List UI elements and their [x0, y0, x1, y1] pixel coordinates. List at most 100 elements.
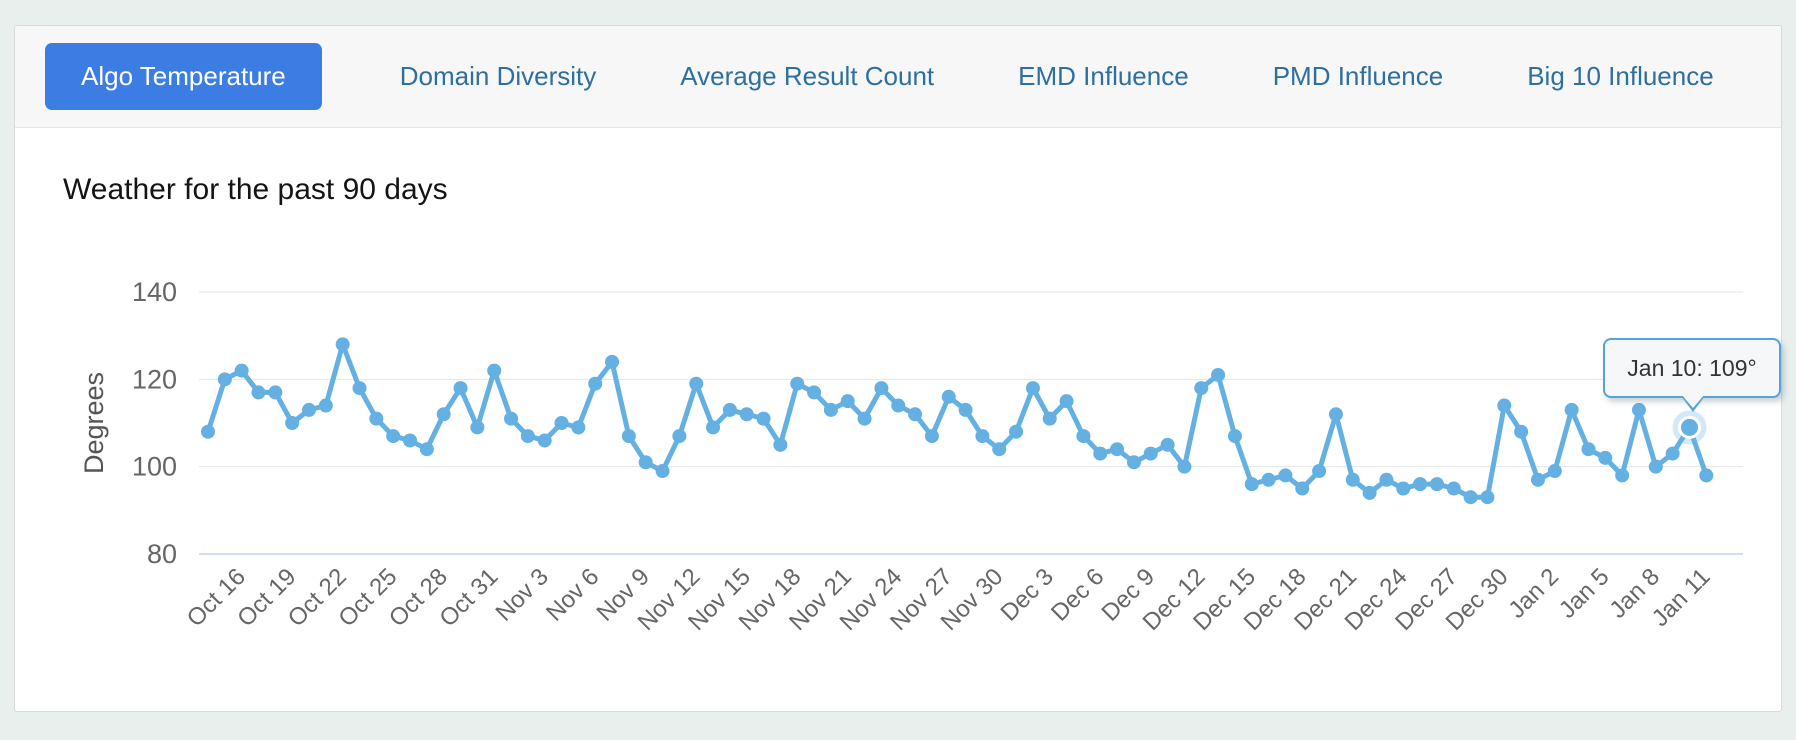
data-point[interactable]: [520, 429, 535, 444]
data-point[interactable]: [1665, 446, 1680, 461]
data-point[interactable]: [588, 376, 603, 391]
data-point[interactable]: [689, 376, 704, 391]
tab-domain-diversity[interactable]: Domain Diversity: [394, 61, 603, 92]
data-point[interactable]: [1042, 411, 1057, 426]
data-point[interactable]: [1025, 381, 1040, 396]
data-point[interactable]: [1547, 464, 1562, 479]
data-point[interactable]: [908, 407, 923, 422]
tab-emd-influence[interactable]: EMD Influence: [1012, 61, 1195, 92]
y-tick-label: 120: [132, 364, 177, 394]
data-point[interactable]: [1530, 472, 1545, 487]
data-point[interactable]: [1345, 472, 1360, 487]
data-point[interactable]: [1497, 398, 1512, 413]
tab-algo-temperature[interactable]: Algo Temperature: [45, 43, 322, 110]
data-point[interactable]: [1581, 442, 1596, 457]
data-point[interactable]: [335, 337, 350, 352]
data-point[interactable]: [285, 415, 300, 430]
tab-average-result-count[interactable]: Average Result Count: [674, 61, 940, 92]
data-point[interactable]: [638, 455, 653, 470]
data-point[interactable]: [1514, 424, 1529, 439]
data-point[interactable]: [840, 394, 855, 409]
data-point[interactable]: [605, 354, 620, 369]
data-point[interactable]: [1295, 481, 1310, 496]
data-point[interactable]: [1227, 429, 1242, 444]
data-point[interactable]: [1093, 446, 1108, 461]
data-point[interactable]: [706, 420, 721, 435]
data-point[interactable]: [857, 411, 872, 426]
data-point[interactable]: [436, 407, 451, 422]
x-tick-label: Jan 5: [1554, 563, 1615, 624]
data-point[interactable]: [470, 420, 485, 435]
data-point[interactable]: [773, 437, 788, 452]
data-point[interactable]: [1177, 459, 1192, 474]
x-tick-label: Dec 3: [996, 563, 1059, 626]
data-point[interactable]: [504, 411, 519, 426]
data-point[interactable]: [739, 407, 754, 422]
data-point[interactable]: [874, 381, 889, 396]
data-point[interactable]: [1362, 485, 1377, 500]
data-point[interactable]: [1463, 490, 1478, 505]
data-point[interactable]: [1598, 450, 1613, 465]
data-point[interactable]: [992, 442, 1007, 457]
data-point[interactable]: [318, 398, 333, 413]
data-point[interactable]: [1480, 490, 1495, 505]
data-point[interactable]: [1160, 437, 1175, 452]
data-point[interactable]: [1396, 481, 1411, 496]
tab-big-10-influence[interactable]: Big 10 Influence: [1521, 61, 1719, 92]
data-point[interactable]: [1615, 468, 1630, 483]
data-point[interactable]: [487, 363, 502, 378]
data-point[interactable]: [1379, 472, 1394, 487]
data-point[interactable]: [941, 389, 956, 404]
data-point[interactable]: [891, 398, 906, 413]
data-point[interactable]: [1143, 446, 1158, 461]
data-point[interactable]: [790, 376, 805, 391]
data-point[interactable]: [571, 420, 586, 435]
data-point[interactable]: [403, 433, 418, 448]
data-point[interactable]: [234, 363, 249, 378]
data-point[interactable]: [722, 402, 737, 417]
data-point[interactable]: [1059, 394, 1074, 409]
data-point[interactable]: [1194, 381, 1209, 396]
data-point[interactable]: [419, 442, 434, 457]
data-point[interactable]: [1076, 429, 1091, 444]
data-point[interactable]: [554, 415, 569, 430]
tab-pmd-influence[interactable]: PMD Influence: [1267, 61, 1450, 92]
data-point[interactable]: [1564, 402, 1579, 417]
data-point[interactable]: [251, 385, 266, 400]
data-point[interactable]: [924, 429, 939, 444]
data-point[interactable]: [1126, 455, 1141, 470]
data-point[interactable]: [1312, 464, 1327, 479]
data-point[interactable]: [1110, 442, 1125, 457]
data-point[interactable]: [1009, 424, 1024, 439]
data-point[interactable]: [1413, 477, 1428, 492]
data-point[interactable]: [655, 464, 670, 479]
data-point[interactable]: [217, 372, 232, 387]
data-point[interactable]: [1278, 468, 1293, 483]
data-point[interactable]: [823, 402, 838, 417]
data-point[interactable]: [621, 429, 636, 444]
data-point[interactable]: [268, 385, 283, 400]
data-point[interactable]: [1328, 407, 1343, 422]
data-point[interactable]: [807, 385, 822, 400]
data-point[interactable]: [1244, 477, 1259, 492]
data-point[interactable]: [201, 424, 215, 439]
data-point[interactable]: [1446, 481, 1461, 496]
data-point[interactable]: [453, 381, 468, 396]
data-point[interactable]: [537, 433, 552, 448]
data-point[interactable]: [1261, 472, 1276, 487]
data-point[interactable]: [352, 381, 367, 396]
data-point[interactable]: [672, 429, 687, 444]
data-point[interactable]: [958, 402, 973, 417]
data-point-highlighted[interactable]: [1680, 418, 1698, 436]
data-point[interactable]: [975, 429, 990, 444]
data-point[interactable]: [1429, 477, 1444, 492]
data-point[interactable]: [1631, 402, 1646, 417]
data-point[interactable]: [302, 402, 317, 417]
data-point[interactable]: [369, 411, 384, 426]
data-point[interactable]: [386, 429, 401, 444]
data-point[interactable]: [1211, 367, 1226, 382]
data-point[interactable]: [1699, 468, 1714, 483]
data-point[interactable]: [1648, 459, 1663, 474]
data-point[interactable]: [756, 411, 771, 426]
